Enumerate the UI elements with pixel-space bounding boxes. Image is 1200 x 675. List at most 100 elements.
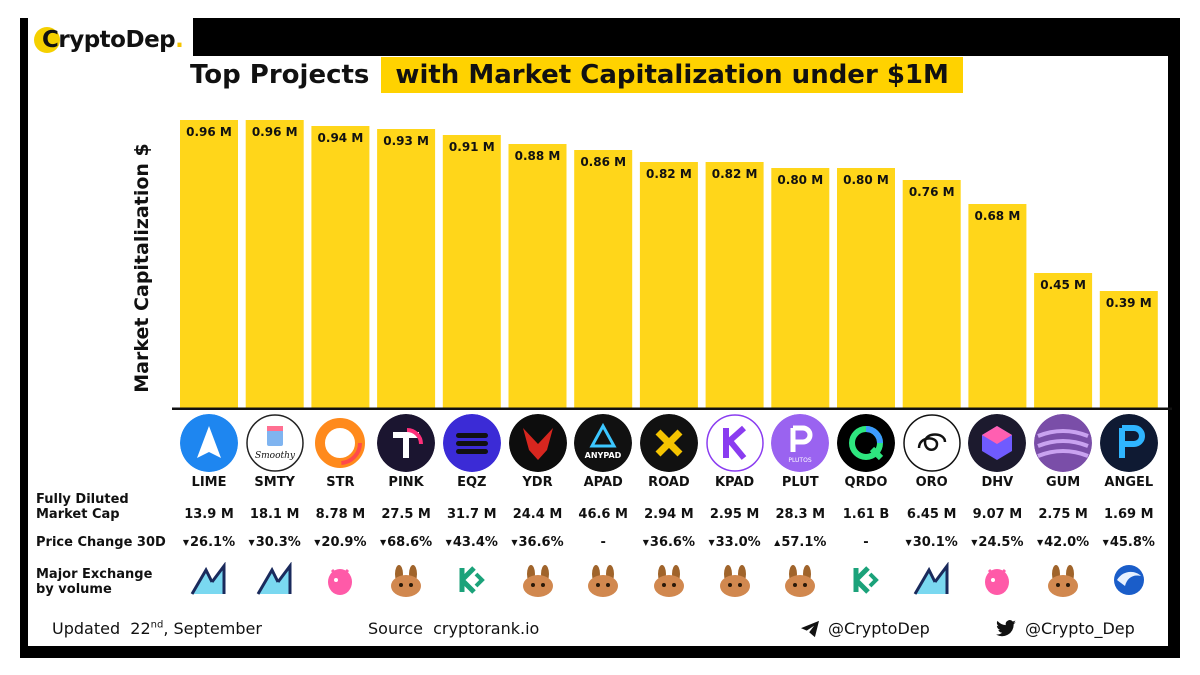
- down-arrow-icon: ▼: [182, 538, 190, 547]
- bar-value-label: 0.88 M: [515, 149, 561, 163]
- price-change-value: ▼36.6%: [505, 535, 571, 550]
- fdmc-label-line2: Market Cap: [36, 507, 120, 522]
- price-change-value: ▼30.3%: [242, 535, 308, 550]
- y-axis-label: Market Capitalization $: [131, 143, 153, 393]
- project-ticker: ORO: [915, 475, 948, 490]
- price-change-text: 43.4%: [452, 535, 498, 550]
- twitter-handle[interactable]: @Crypto_Dep: [995, 619, 1135, 638]
- updated-day: 22: [130, 619, 151, 638]
- bar-value-label: 0.96 M: [252, 125, 298, 139]
- price-change-text: 45.8%: [1109, 535, 1155, 550]
- fdmc-value: 9.07 M: [972, 507, 1023, 522]
- down-arrow-icon: ▼: [379, 538, 387, 547]
- project-ticker: KPAD: [714, 475, 755, 490]
- price-change-value: -: [833, 535, 899, 550]
- down-arrow-icon: ▼: [1036, 538, 1044, 547]
- fdmc-value: 2.75 M: [1038, 507, 1088, 522]
- price-change-text: 36.6%: [518, 535, 564, 550]
- bar-value-label: 0.80 M: [843, 173, 889, 187]
- bar-value-label: 0.91 M: [449, 140, 495, 154]
- telegram-icon: [801, 620, 819, 637]
- bar-plut: [771, 168, 830, 408]
- bar-dhv: [968, 204, 1027, 408]
- bar-value-label: 0.86 M: [580, 155, 626, 169]
- fdmc-value: 18.1 M: [249, 507, 300, 522]
- str-ring-icon: [311, 414, 370, 472]
- bar-value-label: 0.45 M: [1040, 278, 1086, 292]
- price-change-text: -: [863, 535, 869, 550]
- svg-text:Smoothy: Smoothy: [255, 451, 296, 461]
- project-ticker: SMTY: [254, 475, 295, 490]
- telegram-handle[interactable]: @CryptoDep: [800, 619, 930, 638]
- price-change-text: 20.9%: [321, 535, 367, 550]
- project-ticker: EQZ: [457, 475, 487, 490]
- road-icon: [639, 414, 698, 472]
- price-change-text: 68.6%: [387, 535, 433, 550]
- bar-value-label: 0.76 M: [909, 185, 955, 199]
- fdmc-value: 6.45 M: [906, 507, 957, 522]
- telegram-text: @CryptoDep: [828, 619, 930, 638]
- price-change-text: 30.1%: [912, 535, 958, 550]
- uniswap-icon: [977, 562, 1017, 598]
- kucoin-icon: [452, 562, 492, 598]
- smoothy-icon: Smoothy: [245, 414, 304, 472]
- angel-icon: [1099, 414, 1158, 472]
- bar-gum: [1034, 273, 1093, 408]
- up-arrow-icon: ▲: [774, 538, 781, 547]
- source-note: Source cryptorank.io: [368, 619, 539, 638]
- bar-value-label: 0.82 M: [712, 167, 758, 181]
- updated-note: Updated 22nd, September: [52, 619, 262, 638]
- bar-value-label: 0.93 M: [383, 134, 429, 148]
- bar-qrdo: [837, 168, 895, 408]
- project-ticker: ANGEL: [1104, 475, 1154, 490]
- page-title: Top Projects with Market Capitalization …: [190, 55, 963, 95]
- price-change-value: ▼36.6%: [636, 535, 702, 550]
- updated-month: , September: [163, 619, 262, 638]
- bar-oro: [902, 180, 961, 408]
- price-change-text: 42.0%: [1044, 535, 1090, 550]
- fdmc-value: 24.4 M: [512, 507, 563, 522]
- price-change-text: 30.3%: [255, 535, 301, 550]
- ydr-icon: [508, 414, 567, 472]
- fdmc-value: 2.94 M: [644, 507, 694, 522]
- title-part2: with Market Capitalization under $1M: [381, 57, 963, 93]
- bar-value-label: 0.82 M: [646, 167, 692, 181]
- fdmc-label-line1: Fully Diluted: [36, 492, 129, 507]
- bar-value-label: 0.68 M: [975, 209, 1021, 223]
- twitter-text: @Crypto_Dep: [1025, 619, 1135, 638]
- brand-logo: CryptoDep.: [28, 18, 194, 62]
- down-arrow-icon: ▼: [642, 538, 649, 547]
- down-arrow-icon: ▼: [511, 538, 518, 547]
- bar-value-label: 0.39 M: [1106, 296, 1152, 310]
- price-change-value: ▼33.0%: [702, 535, 768, 550]
- bar-pink: [377, 129, 436, 408]
- price-change-text: 24.5%: [978, 535, 1024, 550]
- down-arrow-icon: ▼: [905, 538, 912, 547]
- bar-value-label: 0.80 M: [777, 173, 823, 187]
- dhv-icon: [968, 414, 1027, 472]
- svg-text:ANYPAD: ANYPAD: [585, 451, 622, 460]
- logo-dot-icon: [34, 27, 60, 53]
- pancakeswap-icon: [386, 562, 426, 598]
- price-change-value: ▼26.1%: [176, 535, 242, 550]
- project-ticker: STR: [326, 475, 355, 490]
- ascendex-icon: [255, 562, 295, 598]
- fdmc-value: 46.6 M: [578, 507, 628, 522]
- gum-icon: [1034, 414, 1093, 472]
- price-change-value: -: [570, 535, 636, 550]
- project-ticker: GUM: [1046, 475, 1081, 490]
- project-ticker: PLUT: [781, 475, 819, 490]
- fdmc-value: 1.61 B: [842, 507, 890, 522]
- source-link[interactable]: cryptorank.io: [433, 619, 540, 638]
- price-change-text: 33.0%: [715, 535, 761, 550]
- fdmc-value: 13.9 M: [184, 507, 234, 522]
- pink-icon: [377, 414, 436, 472]
- bar-eqz: [442, 135, 501, 408]
- exchange-label-line1: Major Exchange: [36, 567, 153, 582]
- price-change-value: ▼20.9%: [307, 535, 373, 550]
- price-change-value: ▲57.1%: [767, 535, 833, 550]
- pancakeswap-icon: [518, 562, 558, 598]
- fdmc-value: 8.78 M: [315, 507, 366, 522]
- pancakeswap-icon: [715, 562, 755, 598]
- project-ticker: APAD: [583, 475, 623, 490]
